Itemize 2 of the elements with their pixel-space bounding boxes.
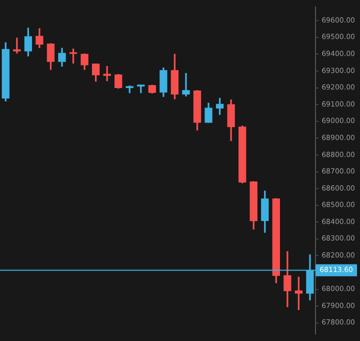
candlestick bbox=[182, 73, 190, 96]
candlestick bbox=[103, 66, 111, 82]
